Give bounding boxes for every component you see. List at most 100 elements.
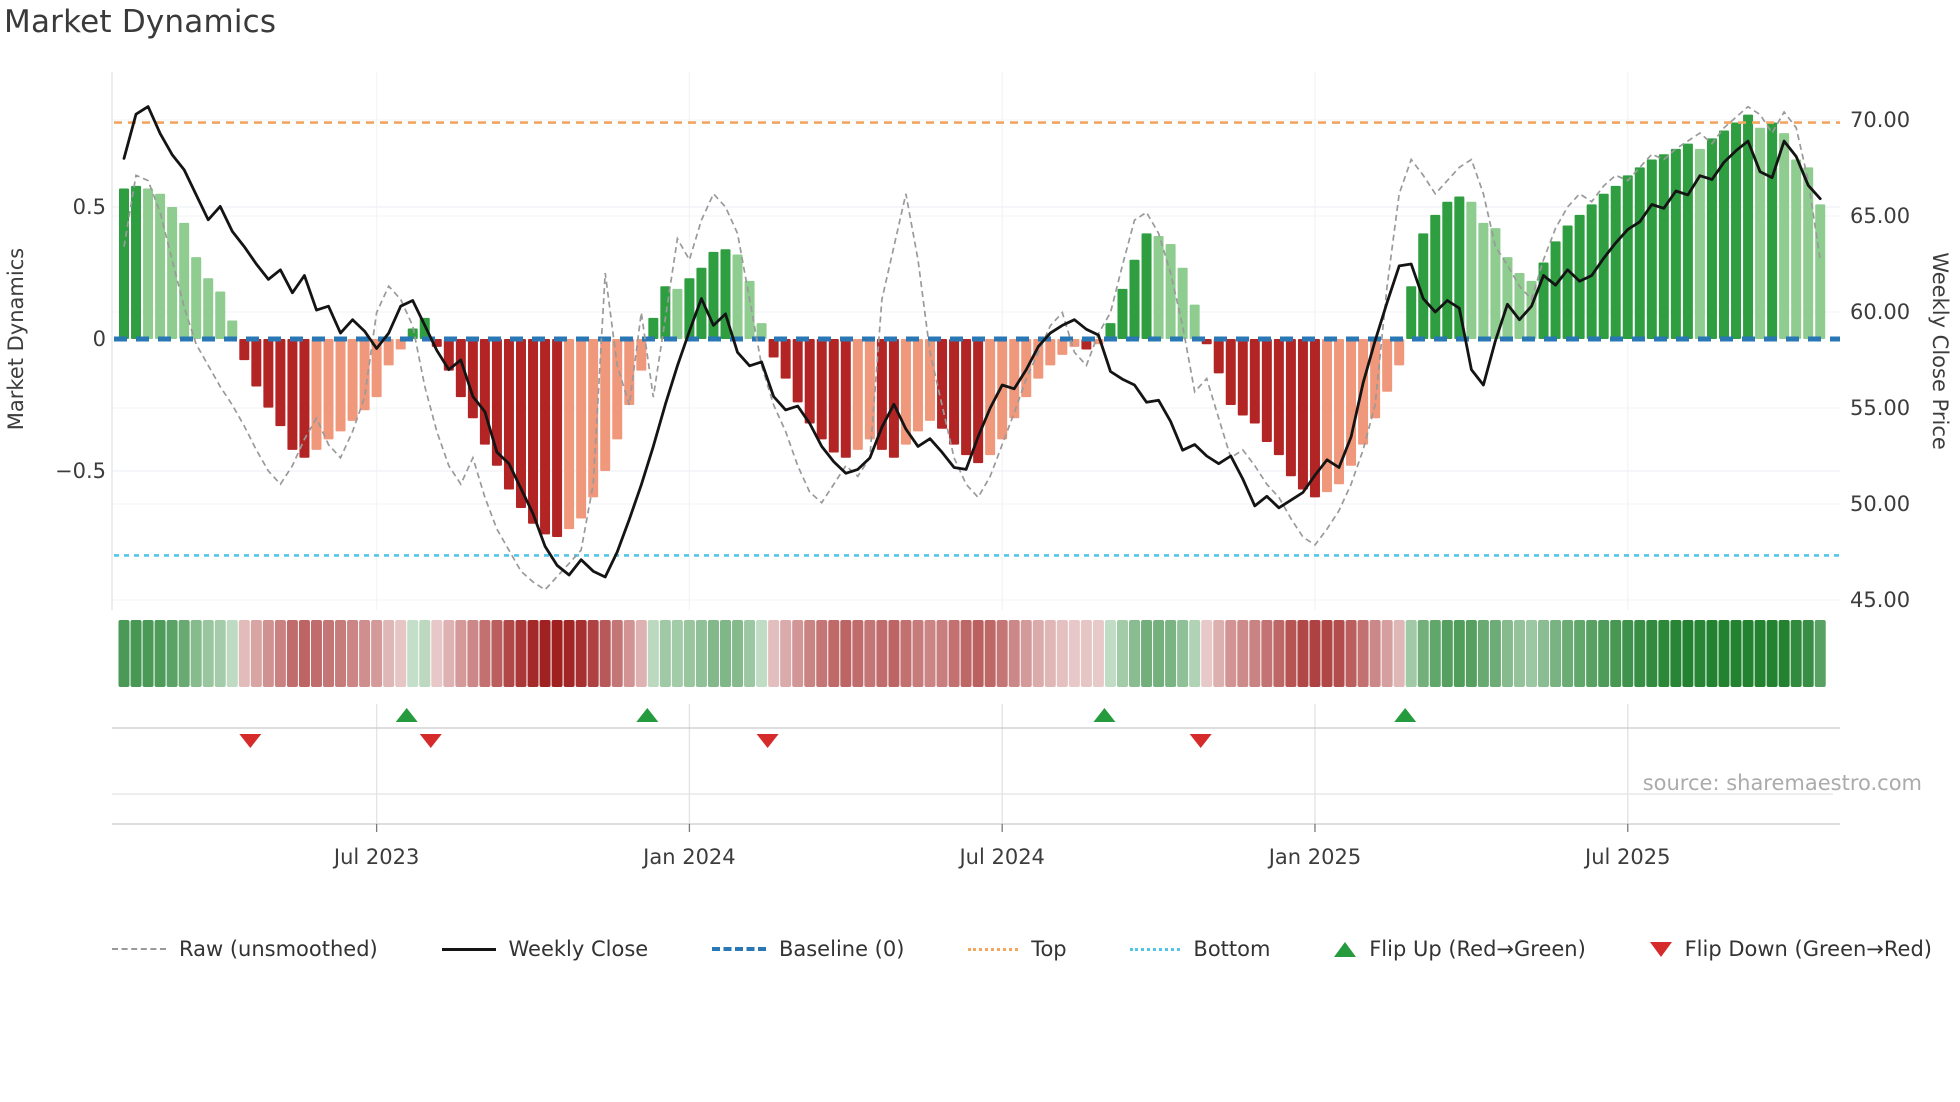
osc-bar	[1670, 148, 1681, 339]
legend-item-flip-up: Flip Up (Red→Green)	[1334, 937, 1586, 961]
x-tick-label: Jul 2025	[1583, 845, 1670, 869]
heatmap-cell	[515, 620, 527, 687]
heatmap-cell	[1333, 620, 1345, 687]
osc-bar	[407, 328, 418, 339]
heatmap-cell	[1129, 620, 1141, 687]
heatmap-cell	[1562, 620, 1574, 687]
osc-bar	[179, 222, 190, 339]
heatmap-cell	[1477, 620, 1489, 687]
osc-bar	[1586, 204, 1597, 339]
heatmap-cell	[1453, 620, 1465, 687]
osc-bar	[479, 339, 490, 445]
osc-bar	[1189, 304, 1200, 339]
heatmap-cell	[840, 620, 852, 687]
heatmap-cell	[960, 620, 972, 687]
osc-bar	[888, 339, 899, 458]
osc-bar	[1057, 339, 1068, 355]
heatmap-cell	[972, 620, 984, 687]
flip-down-marker	[1189, 734, 1212, 748]
osc-bar	[1598, 193, 1609, 339]
raw-line	[123, 105, 1822, 591]
osc-bar	[1718, 130, 1729, 339]
osc-bar	[1550, 241, 1561, 339]
legend-weekly-close-label: Weekly Close	[508, 937, 649, 961]
heatmap-cell	[1116, 620, 1128, 687]
heatmap-cell	[936, 620, 948, 687]
heatmap-cell	[407, 620, 419, 687]
osc-bar	[143, 188, 154, 339]
heatmap-cell	[1730, 620, 1742, 687]
right-tick-label: 50.00	[1850, 492, 1910, 516]
osc-bar	[1514, 273, 1525, 339]
heatmap-cell	[876, 620, 888, 687]
heatmap-cell	[1141, 620, 1153, 687]
osc-bar	[1791, 159, 1802, 339]
osc-bar	[937, 339, 948, 429]
osc-bar	[1478, 222, 1489, 339]
osc-bar	[359, 339, 370, 411]
right-tick-label: 45.00	[1850, 588, 1910, 612]
osc-bar	[780, 339, 791, 379]
right-tick-label: 60.00	[1850, 300, 1910, 324]
legend-baseline-swatch-icon	[711, 947, 766, 951]
heatmap-cell	[286, 620, 298, 687]
osc-bar	[1694, 148, 1705, 339]
osc-bar	[852, 339, 863, 450]
heatmap-cell	[371, 620, 383, 687]
heatmap-cell	[1670, 620, 1682, 687]
osc-bar	[612, 339, 623, 440]
heatmap-cell	[310, 620, 322, 687]
legend-item-bottom: Bottom	[1130, 937, 1270, 961]
osc-bar	[347, 339, 358, 421]
heatmap-cell	[828, 620, 840, 687]
osc-bar	[251, 339, 262, 387]
osc-bar	[1261, 339, 1272, 442]
flip-up-marker	[395, 708, 418, 722]
heatmap-cell	[780, 620, 792, 687]
osc-bar	[792, 339, 803, 403]
heatmap-cell	[166, 620, 178, 687]
heatmap-cell	[1465, 620, 1477, 687]
heatmap-cell	[1213, 620, 1225, 687]
osc-bar	[491, 339, 502, 466]
osc-bar	[1237, 339, 1248, 416]
osc-bar	[1322, 339, 1332, 493]
source-credit: source: sharemaestro.com	[1642, 771, 1922, 795]
heatmap-cell	[1658, 620, 1670, 687]
heatmap-cell	[1742, 620, 1754, 687]
osc-bar	[816, 339, 827, 440]
heatmap-cell	[1802, 620, 1814, 687]
heatmap-cell	[503, 620, 515, 687]
heatmap-cell	[599, 620, 611, 687]
heatmap-cell	[695, 620, 707, 687]
heatmap-cell	[178, 620, 190, 687]
osc-bar	[155, 193, 166, 339]
legend-item-weekly-close: Weekly Close	[441, 937, 649, 961]
legend-item-flip-down: Flip Down (Green→Red)	[1649, 937, 1932, 961]
heatmap-cell	[1068, 620, 1080, 687]
heatmap-cell	[732, 620, 744, 687]
osc-bar	[227, 320, 238, 339]
heatmap-cell	[912, 620, 924, 687]
heatmap-cell	[575, 620, 587, 687]
heatmap-cell	[924, 620, 936, 687]
heatmap-cell	[1682, 620, 1694, 687]
osc-bar	[1430, 214, 1441, 339]
osc-bar	[1249, 339, 1260, 424]
osc-bar	[1153, 236, 1164, 339]
osc-bar	[1767, 122, 1778, 340]
heatmap-cell	[1790, 620, 1802, 687]
legend-raw-swatch-icon	[112, 948, 166, 950]
legend-flip-down-swatch-icon	[1649, 941, 1672, 957]
heatmap-cell	[1646, 620, 1658, 687]
osc-bar	[383, 339, 394, 366]
osc-bar	[1105, 323, 1116, 339]
osc-bar	[131, 185, 142, 339]
heatmap-cell	[262, 620, 274, 687]
osc-bar	[1309, 339, 1320, 498]
osc-bar	[1045, 339, 1056, 366]
heatmap-cell	[226, 620, 238, 687]
heatmap-cell	[563, 620, 575, 687]
osc-bar	[1346, 339, 1357, 466]
